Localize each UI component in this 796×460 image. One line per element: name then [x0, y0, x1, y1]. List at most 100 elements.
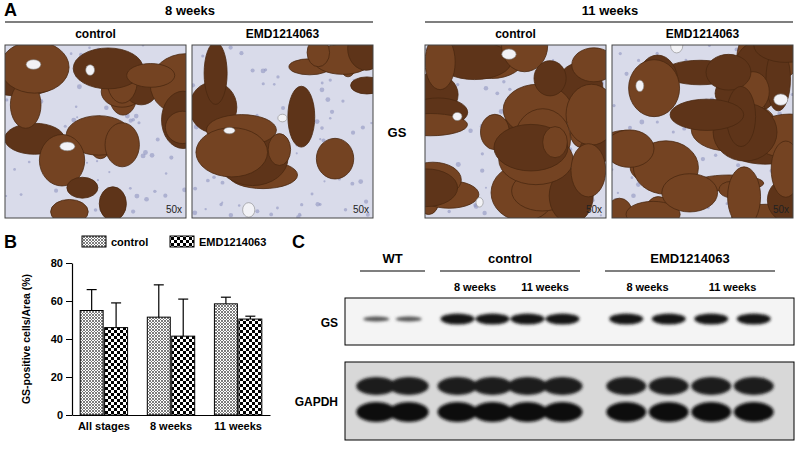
error-bar	[178, 299, 188, 336]
x-tick-label: 11 weeks	[214, 420, 262, 432]
nucleus	[481, 152, 484, 155]
nucleus	[485, 187, 487, 189]
nucleus	[144, 197, 149, 202]
nucleus	[64, 125, 67, 128]
nucleus	[276, 207, 279, 210]
gs-stained-region	[502, 45, 548, 72]
gs-stained-region	[204, 45, 227, 104]
vessel	[502, 49, 516, 59]
band	[734, 377, 774, 395]
nucleus	[370, 122, 372, 124]
nucleus	[182, 187, 186, 192]
gs-stained-region	[566, 84, 606, 145]
band	[389, 402, 429, 422]
band	[694, 314, 728, 325]
y-tick-mark	[66, 263, 72, 264]
band	[691, 402, 731, 422]
column-label: control	[75, 27, 116, 41]
nucleus	[319, 138, 321, 140]
nucleus	[238, 204, 241, 207]
nucleus	[221, 181, 225, 185]
legend-swatch	[82, 236, 106, 247]
nucleus	[447, 210, 450, 213]
nucleus	[329, 78, 332, 81]
micrograph	[612, 45, 793, 218]
band	[609, 314, 643, 325]
blot-bands	[356, 377, 774, 422]
y-tick-label: 0	[57, 409, 63, 421]
nucleus	[672, 130, 675, 133]
nucleus	[129, 187, 132, 190]
x-tick-label: 8 weeks	[150, 420, 192, 432]
nucleus	[456, 83, 459, 86]
gs-stained-region	[51, 199, 89, 218]
column-label: EMD1214063	[666, 27, 740, 41]
error-bar	[245, 316, 255, 319]
vessel	[278, 114, 287, 122]
bar	[105, 328, 128, 415]
gs-stained-region	[754, 45, 793, 62]
nucleus	[204, 208, 206, 210]
group-title: 11 weeks	[582, 3, 638, 18]
nucleus	[229, 213, 233, 217]
y-axis-line	[72, 264, 73, 416]
bar	[239, 319, 262, 415]
y-tick-mark	[66, 377, 72, 378]
gs-stained-region	[162, 91, 186, 148]
error-stem	[91, 290, 92, 311]
nucleus	[350, 182, 354, 186]
bar	[214, 304, 237, 415]
lane-group-rule	[440, 270, 580, 271]
y-tick-label: 20	[51, 371, 63, 383]
nucleus	[628, 126, 632, 130]
micrograph-frame	[192, 45, 373, 218]
gs-stained-region	[571, 144, 606, 197]
nucleus	[323, 180, 325, 182]
gs-stained-region	[351, 77, 373, 94]
band	[441, 314, 475, 325]
band	[389, 377, 429, 395]
error-cap	[245, 316, 255, 317]
micrograph-frame	[425, 45, 606, 218]
y-tick-label: 40	[51, 333, 63, 345]
nucleus	[325, 97, 330, 102]
gs-stained-region	[348, 45, 373, 70]
nucleus	[484, 86, 489, 91]
band	[396, 317, 422, 322]
error-cap	[178, 299, 188, 300]
nucleus	[131, 209, 135, 213]
gs-stained-region	[670, 99, 744, 130]
vessel	[224, 127, 235, 133]
nucleus	[341, 99, 344, 102]
nucleus	[315, 119, 320, 124]
nucleus	[612, 104, 615, 107]
vessel	[60, 142, 75, 151]
nucleus	[315, 202, 319, 206]
error-bar	[154, 285, 164, 317]
blot-bands	[363, 314, 771, 325]
nucleus	[54, 189, 58, 193]
nucleus	[108, 171, 110, 173]
nucleus	[20, 193, 23, 196]
error-cap	[87, 289, 97, 290]
band	[543, 402, 583, 422]
gs-stained-region	[105, 123, 139, 167]
band	[546, 314, 580, 325]
panel-letter: A	[4, 0, 17, 20]
nucleus	[137, 121, 140, 124]
magnification: 50x	[773, 204, 789, 215]
nucleus	[631, 176, 634, 179]
gs-stained-region	[288, 86, 315, 147]
nucleus	[143, 150, 148, 155]
protein-label: GAPDH	[295, 395, 338, 409]
band	[363, 317, 389, 322]
nucleus	[358, 179, 363, 184]
micrograph	[5, 45, 186, 218]
nucleus	[212, 176, 216, 180]
nucleus	[77, 84, 82, 89]
nucleus	[480, 168, 484, 172]
lane-group-label: control	[488, 251, 532, 266]
nucleus	[97, 179, 99, 181]
nucleus	[276, 75, 279, 78]
band	[508, 377, 548, 395]
